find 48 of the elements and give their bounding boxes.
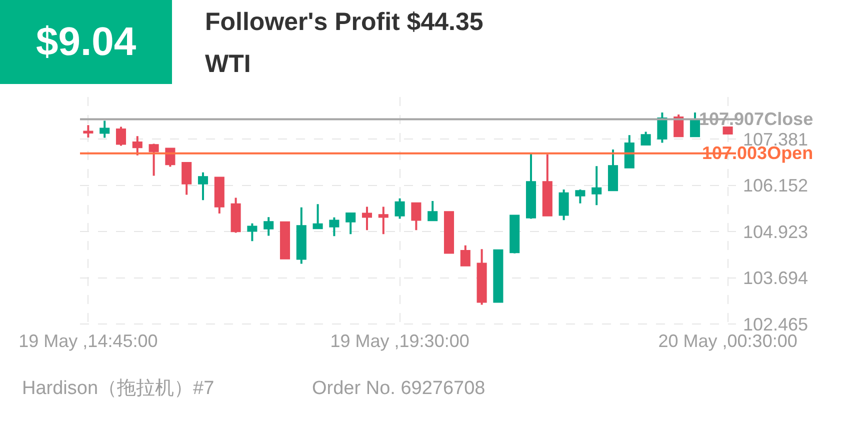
candlestick [247,222,258,242]
candlestick [624,134,634,168]
text: $9.04 [36,20,137,64]
candlestick [346,212,356,236]
candlestick [264,216,274,237]
candlestick [690,111,700,138]
candlestick [148,142,159,177]
y-tick-label: 106.152 [743,176,808,196]
chart-subtitle: WTI [205,50,251,78]
chart-title: Follower's Profit $44.35 [205,8,484,36]
candlestick [657,111,668,144]
candlestick [296,206,306,265]
candlestick [230,196,241,234]
y-tick-label: 104.923 [743,222,808,242]
candlestick [575,188,586,204]
candlestick [116,126,126,147]
candlestick [722,126,733,134]
candlestick [640,130,651,146]
candlestick [100,120,110,139]
candlestick [510,214,520,254]
candlestick [444,211,454,254]
candlestick [558,188,569,222]
candlestick [362,206,372,232]
candlestick [378,206,388,236]
candlestick [280,221,290,260]
candlestick [214,176,224,214]
candlestick [493,249,504,303]
text: Hardison（拖拉机）#7 [22,378,214,399]
candlestick [132,135,142,156]
candlestick [329,216,340,238]
candlestick [394,197,405,220]
ref-line-label: 107.907Close [699,109,814,129]
candlestick [608,148,618,192]
candlestick [592,165,602,206]
candlestick [526,152,536,220]
candlestick [411,202,422,232]
candlestick [428,200,438,222]
candlestick [182,161,192,196]
candlestick [460,244,470,266]
candlestick [83,124,94,138]
x-tick-label: 19 May ,19:30:00 [330,331,470,351]
candlestick [198,171,208,202]
candlestick [312,203,323,230]
text: Order No. 69276708 [312,378,486,399]
candlestick [542,153,552,216]
y-tick-label: 103.694 [743,268,808,288]
candlestick [476,248,487,306]
x-tick-label: 19 May ,14:45:00 [18,331,158,351]
